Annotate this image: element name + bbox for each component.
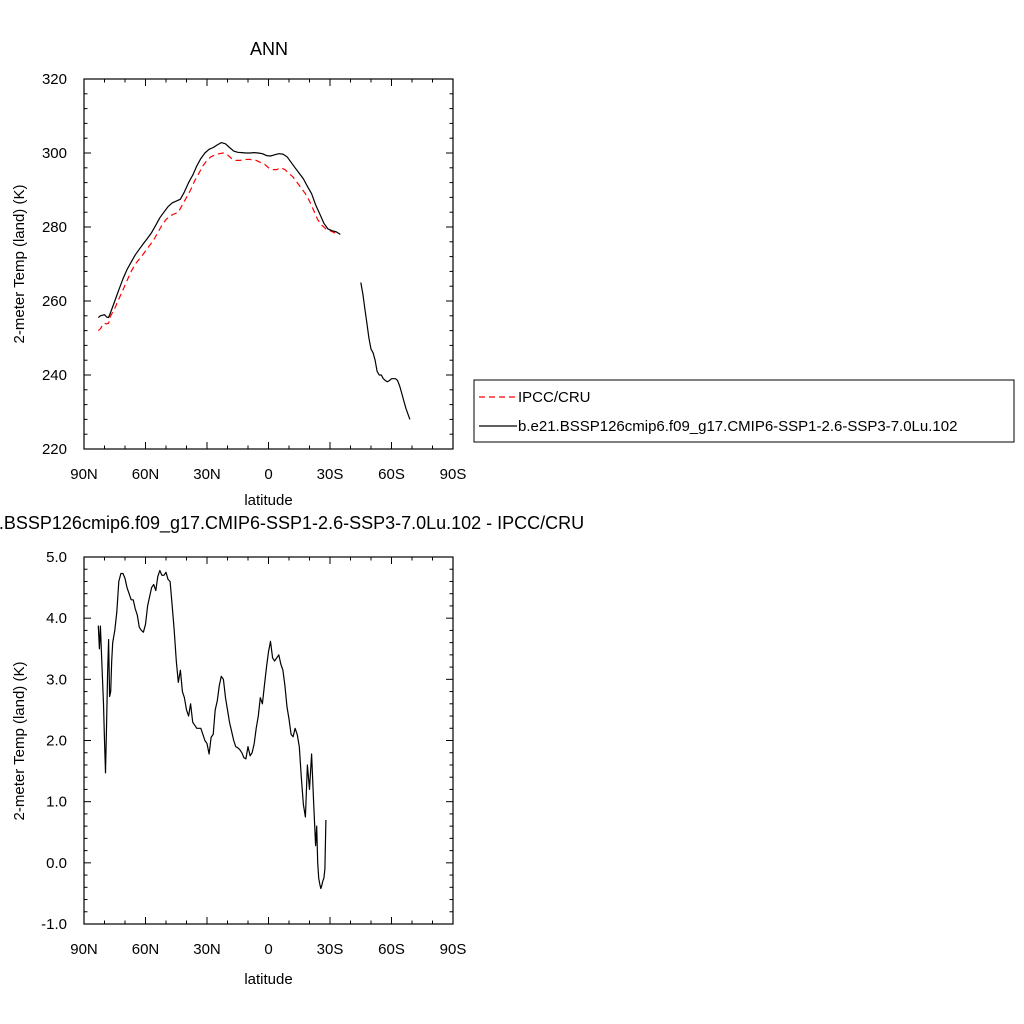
y-tick-label: 3.0 [46,671,67,688]
x-tick-label: 90N [70,466,98,483]
x-tick-label: 30S [317,466,344,483]
legend-label-ipcc-cru: IPCC/CRU [518,389,591,406]
y-tick-label: 300 [42,145,67,162]
series-group [97,569,327,890]
y-tick-label: 240 [42,367,67,384]
x-tick-label: 0 [264,941,272,958]
plot-frame [83,556,454,925]
series-line-0-segment-0 [97,569,327,890]
x-tick-label: 60N [132,941,160,958]
x-axis-label: latitude [244,971,292,988]
x-tick-label: 60S [378,466,405,483]
y-tick-label: 5.0 [46,549,67,566]
series-group [97,142,411,420]
y-tick-label: -1.0 [41,916,67,933]
y-axis-label: 2-meter Temp (land) (K) [11,662,28,821]
x-tick-label: 0 [264,466,272,483]
y-tick-label: 4.0 [46,610,67,627]
x-tick-label: 90S [440,466,467,483]
y-tick-label: 320 [42,71,67,88]
series-line-0-segment-0 [97,152,339,332]
temperature-plot-area: 90N 60N 30N 0 30S 60S 90S 220 240 260 280 300 320 [42,71,466,483]
panel-title: b.e21.BSSP126cmip6.f09_g17.CMIP6-SSP1-2.… [0,513,584,534]
y-tick-label: 0.0 [46,855,67,872]
y-axis-label: 2-meter Temp (land) (K) [11,185,28,344]
x-tick-label: 60S [378,941,405,958]
series-line-1-segment-0 [97,142,341,319]
temperature-panel: ANN 90N 60N 30N 0 30S 60S 90S 220 240 260 280 300 32… [11,39,466,509]
y-tick-label: 260 [42,293,67,310]
panel-title: ANN [250,39,288,59]
y-tick-label: 2.0 [46,733,67,750]
x-tick-label: 60N [132,466,160,483]
x-tick-label: 90N [70,941,98,958]
legend-box [473,379,1015,443]
y-tick-label: 220 [42,441,67,458]
y-tick-label: 1.0 [46,794,67,811]
series-line-1-segment-1 [360,282,411,420]
x-tick-label: 30N [193,466,221,483]
difference-panel: b.e21.BSSP126cmip6.f09_g17.CMIP6-SSP1-2.… [0,513,584,988]
plot-frame [83,78,454,450]
x-tick-label: 90S [440,941,467,958]
x-tick-label: 30N [193,941,221,958]
difference-plot-area: 90N 60N 30N 0 30S 60S 90S -1.0 0.0 1.0 2.0 3.0 4.0 5.… [41,549,466,958]
y-tick-label: 280 [42,219,67,236]
x-axis-label: latitude [244,492,292,509]
legend-label-model: b.e21.BSSP126cmip6.f09_g17.CMIP6-SSP1-2.… [518,418,957,435]
x-tick-label: 30S [317,941,344,958]
legend: IPCC/CRU b.e21.BSSP126cmip6.f09_g17.CMIP… [473,379,1015,443]
